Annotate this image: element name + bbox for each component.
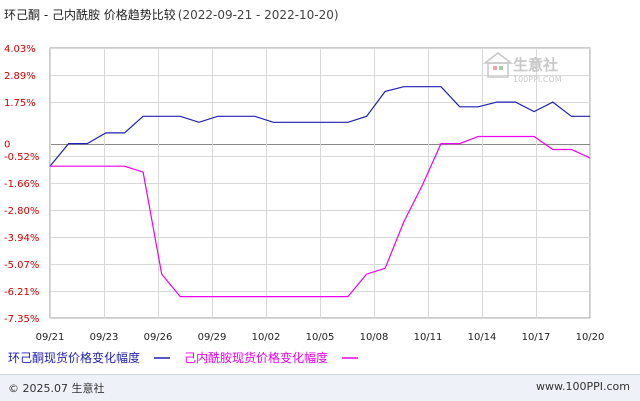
x-tick-label: 10/08 bbox=[360, 332, 389, 343]
x-tick-label: 10/05 bbox=[306, 332, 335, 343]
legend: 环己酮现货价格变化幅度 己内酰胺现货价格变化幅度 bbox=[8, 350, 359, 365]
x-tick-label: 09/29 bbox=[198, 332, 227, 343]
watermark-text: 生意社 bbox=[513, 56, 558, 74]
footer-site-link[interactable]: www.100PPI.com bbox=[536, 380, 630, 393]
y-tick-label: -1.66% bbox=[4, 179, 39, 190]
y-tick-label: -2.80% bbox=[4, 206, 39, 217]
x-tick-label: 10/14 bbox=[468, 332, 497, 343]
price-trend-chart: 环己酮 - 己内酰胺 价格趋势比较 (2022-09-21 - 2022-10-2… bbox=[4, 7, 605, 365]
watermark-url: 100PPI.COM bbox=[513, 75, 562, 84]
y-tick-label: -5.07% bbox=[4, 260, 39, 271]
x-tick-label: 10/11 bbox=[414, 332, 443, 343]
watermark-house-icon bbox=[487, 62, 509, 78]
y-tick-label: -7.35% bbox=[4, 314, 39, 325]
legend-label: 环己酮现货价格变化幅度 bbox=[8, 350, 140, 365]
watermark-roof-icon bbox=[482, 52, 514, 64]
legend-label: 己内酰胺现货价格变化幅度 bbox=[184, 350, 328, 365]
series-line-cyclohexanone bbox=[49, 86, 590, 167]
watermark: 生意社 100PPI.COM bbox=[482, 52, 562, 84]
y-tick-label: 4.03% bbox=[4, 44, 36, 55]
y-tick-label: -0.52% bbox=[4, 152, 39, 163]
y-tick-label: -3.94% bbox=[4, 233, 39, 244]
chart-title-main: 环己酮 - 己内酰胺 价格趋势比较 bbox=[4, 7, 176, 22]
series-lines bbox=[49, 86, 591, 298]
x-axis-labels: 09/21 09/23 09/26 09/29 10/02 10/05 10/08 10/11… bbox=[36, 332, 605, 343]
chart-date-range: (2022-09-21 - 2022-10-20) bbox=[178, 8, 339, 22]
x-tick-label: 10/02 bbox=[252, 332, 281, 343]
footer-copyright: © 2025.07 生意社 bbox=[8, 382, 105, 395]
y-tick-label: 0 bbox=[4, 140, 10, 151]
y-tick-label: 2.89% bbox=[4, 71, 36, 82]
y-tick-label: 1.75% bbox=[4, 98, 36, 109]
footer-bar: © 2025.07 生意社 www.100PPI.com bbox=[0, 374, 640, 401]
grid-lines bbox=[49, 47, 591, 319]
watermark-red-block bbox=[493, 66, 497, 70]
x-tick-label: 09/23 bbox=[90, 332, 119, 343]
x-tick-label: 09/21 bbox=[36, 332, 65, 343]
y-tick-label: -6.21% bbox=[4, 287, 39, 298]
x-tick-label: 09/26 bbox=[144, 332, 173, 343]
x-tick-label: 10/17 bbox=[522, 332, 551, 343]
watermark-green-block bbox=[499, 66, 503, 70]
chart-title: 环己酮 - 己内酰胺 价格趋势比较 (2022-09-21 - 2022-10-2… bbox=[4, 7, 339, 22]
y-axis-labels: 4.03% 2.89% 1.75% 0-0.52% -1.66% -2.80% -3.94%… bbox=[4, 44, 39, 325]
series-line-caprolactam bbox=[50, 135, 591, 298]
x-tick-label: 10/20 bbox=[576, 332, 605, 343]
